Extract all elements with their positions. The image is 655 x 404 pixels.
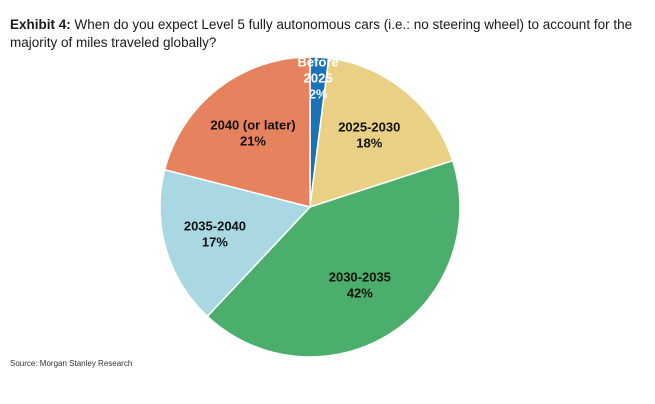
pie-slice-2030-2035 bbox=[206, 159, 461, 358]
pie-label-2035-2040: 2035-2040 17% bbox=[184, 219, 246, 250]
pie-label-before-2025: Before 2025 2% bbox=[298, 54, 339, 101]
pie-slice-2040-or-later bbox=[163, 56, 311, 208]
pie-slices bbox=[159, 56, 461, 358]
exhibit-label: Exhibit 4: bbox=[10, 17, 71, 32]
pie-labels: Before 2025 2% 2025-2030 18% 2030-2035 42% 2035… bbox=[184, 54, 401, 300]
pie-label-2025-2030: 2025-2030 18% bbox=[338, 119, 400, 150]
chart-question: When do you expect Level 5 fully autonom… bbox=[10, 17, 633, 50]
source-note: Source: Morgan Stanley Research bbox=[10, 359, 133, 368]
pie-label-2040-or-later: 2040 (or later) 21% bbox=[210, 118, 295, 149]
pie-slice-2035-2040 bbox=[159, 168, 312, 318]
chart-title: Exhibit 4: When do you expect Level 5 fu… bbox=[10, 16, 635, 52]
pie-slice-2025-2030 bbox=[309, 57, 454, 209]
pie-label-2030-2035: 2030-2035 42% bbox=[329, 270, 391, 301]
